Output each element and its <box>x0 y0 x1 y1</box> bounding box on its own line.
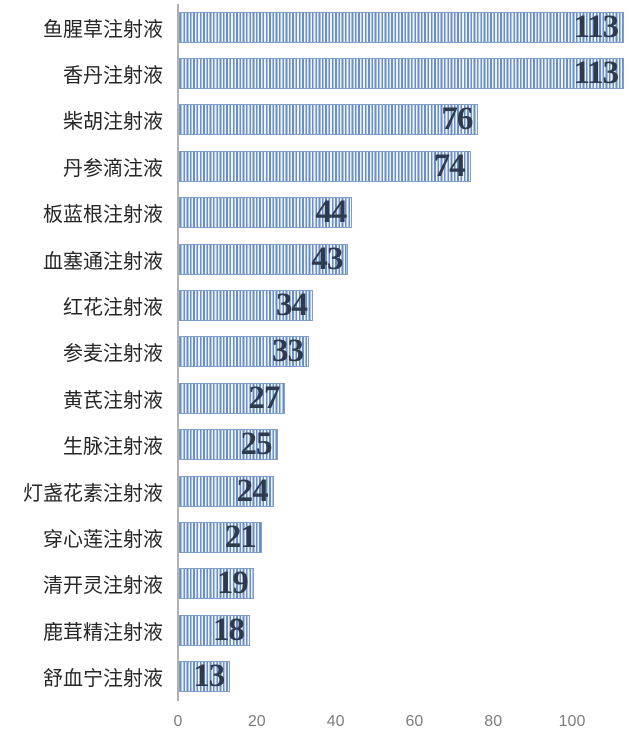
bar: 27 <box>179 379 286 416</box>
value-label: 113 <box>573 8 620 45</box>
value-label: 43 <box>311 240 343 277</box>
category-label: 鱼腥草注射液 <box>43 18 163 41</box>
category-label: 舒血宁注射液 <box>43 668 163 691</box>
x-tick-label: 20 <box>247 713 266 730</box>
value-label: 113 <box>573 55 620 92</box>
category-label: 丹参滴注液 <box>63 157 163 180</box>
bar: 43 <box>179 240 349 277</box>
bar: 24 <box>179 472 274 509</box>
plot-area: 鱼腥草注射液 113 香丹注射液 113 柴胡注射液 76 丹参滴注液 74 <box>0 4 630 700</box>
bar-track: 76 <box>179 101 630 138</box>
chart-row: 舒血宁注射液 13 <box>0 653 630 699</box>
category-label: 红花注射液 <box>63 297 163 320</box>
category-axis-line <box>177 4 179 701</box>
category-label: 参麦注射液 <box>63 343 163 366</box>
bar: 113 <box>179 8 625 45</box>
bar-track: 13 <box>179 658 630 695</box>
value-label: 18 <box>212 611 245 648</box>
chart-row: 灯盏花素注射液 24 <box>0 468 630 514</box>
x-tick-label: 60 <box>405 713 424 730</box>
chart-row: 鹿茸精注射液 18 <box>0 607 630 653</box>
bar: 44 <box>179 194 353 231</box>
x-tick-label: 0 <box>173 713 183 730</box>
chart-row: 香丹注射液 113 <box>0 50 630 96</box>
x-tick-label: 80 <box>484 713 503 730</box>
chart-row: 板蓝根注射液 44 <box>0 190 630 236</box>
value-label: 24 <box>236 472 269 509</box>
bar-track: 33 <box>179 333 630 370</box>
chart-row: 黄芪注射液 27 <box>0 375 630 421</box>
bar-track: 19 <box>179 565 630 602</box>
chart-row: 穿心莲注射液 21 <box>0 514 630 560</box>
bar-track: 44 <box>179 194 630 231</box>
bar-track: 34 <box>179 287 630 324</box>
category-label: 血塞通注射液 <box>43 250 163 273</box>
bar-track: 113 <box>179 55 630 92</box>
value-label: 27 <box>248 379 280 416</box>
category-label: 穿心莲注射液 <box>43 528 163 551</box>
bar: 25 <box>179 426 278 463</box>
bar-track: 27 <box>179 379 630 416</box>
category-label: 鹿茸精注射液 <box>43 621 163 644</box>
value-label: 13 <box>193 658 225 695</box>
value-label: 74 <box>433 147 466 184</box>
category-label: 灯盏花素注射液 <box>23 482 163 505</box>
bar-track: 74 <box>179 147 630 184</box>
chart-row: 生脉注射液 25 <box>0 422 630 468</box>
chart-row: 血塞通注射液 43 <box>0 236 630 282</box>
value-label: 19 <box>216 565 249 602</box>
bar: 76 <box>179 101 479 138</box>
category-label: 黄芪注射液 <box>63 389 163 412</box>
chart-row: 清开灵注射液 19 <box>0 561 630 607</box>
value-label: 25 <box>240 426 273 463</box>
bar-track: 25 <box>179 426 630 463</box>
category-label: 清开灵注射液 <box>43 575 163 598</box>
bar-track: 21 <box>179 518 630 555</box>
bar: 74 <box>179 147 471 184</box>
bar: 34 <box>179 287 313 324</box>
bar: 18 <box>179 611 250 648</box>
x-axis: 0 20 40 60 80 100 <box>0 700 630 749</box>
value-label: 76 <box>441 101 473 138</box>
value-label: 33 <box>272 333 304 370</box>
bar-track: 113 <box>179 8 630 45</box>
category-label: 柴胡注射液 <box>63 111 163 134</box>
bar: 21 <box>179 518 262 555</box>
category-label: 香丹注射液 <box>63 65 163 88</box>
x-tick-label: 100 <box>558 713 586 730</box>
bar: 19 <box>179 565 254 602</box>
chart-row: 鱼腥草注射液 113 <box>0 4 630 50</box>
chart-row: 柴胡注射液 76 <box>0 97 630 143</box>
value-label: 44 <box>315 194 347 231</box>
chart-row: 丹参滴注液 74 <box>0 143 630 189</box>
bar-track: 43 <box>179 240 630 277</box>
bar: 33 <box>179 333 309 370</box>
chart-row: 参麦注射液 33 <box>0 329 630 375</box>
bar: 13 <box>179 658 231 695</box>
bar: 113 <box>179 55 625 92</box>
category-label: 生脉注射液 <box>63 436 163 459</box>
chart-row: 红花注射液 34 <box>0 282 630 328</box>
bar-track: 24 <box>179 472 630 509</box>
value-label: 21 <box>224 518 257 555</box>
bar-track: 18 <box>179 611 630 648</box>
category-label: 板蓝根注射液 <box>43 204 163 227</box>
x-tick-label: 40 <box>326 713 345 730</box>
value-label: 34 <box>276 287 308 324</box>
